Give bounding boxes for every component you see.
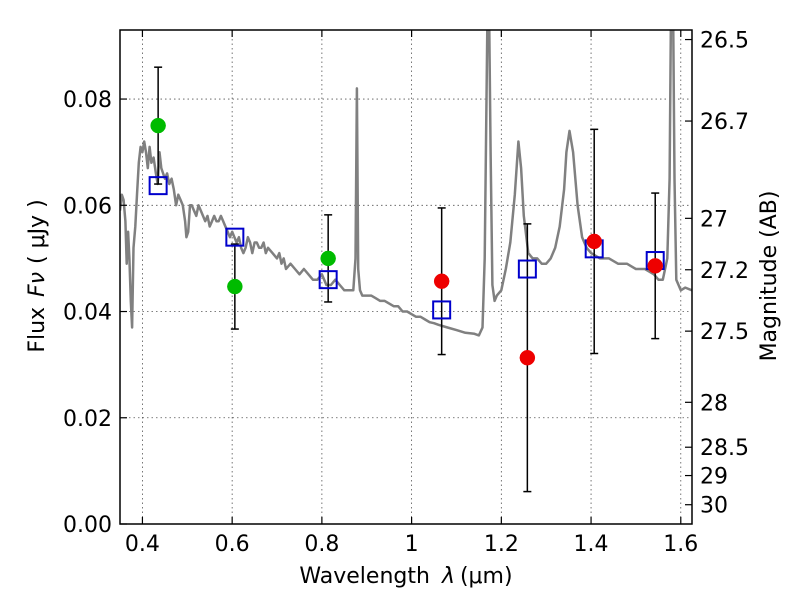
model-photometry-square [318,270,338,290]
observed-photometry-point [320,250,336,267]
x-tick-label: 0.6 [215,532,250,557]
x-tick-label: 0.4 [125,532,160,557]
x-tick-label: 1.4 [574,532,609,557]
y2-tick-label: 27 [700,207,728,232]
y2-tick-label: 28.5 [700,436,749,461]
spectrum-line [120,30,692,337]
x-tick-label: 1 [405,532,419,557]
y2-tick-label: 27.2 [700,259,749,284]
grid-lines [120,30,692,524]
x-tick-label: 1.2 [484,532,519,557]
observed-photometry-point [647,258,663,274]
y2-tick-label: 30 [700,494,728,519]
model-photometry-square [148,176,168,196]
x-tick-label: 1.6 [663,532,698,557]
y2-axis-title: Magnitude (AB) [757,191,782,362]
y2-tick-label: 26.7 [700,110,749,135]
y-tick-label: 0.08 [63,88,112,113]
observed-photometry-point [519,349,536,366]
model-photometry-square [517,259,537,279]
y2-tick-label: 26.5 [700,29,749,54]
observed-photometry-point [433,273,450,289]
data-markers [148,117,665,366]
model-photometry-square [225,227,245,247]
y2-tick-label: 29 [700,465,728,490]
x-axis-title: Wavelength λ (μm) [299,564,512,589]
y2-tick-label: 27.5 [700,320,749,345]
error-bars [154,66,660,493]
model-photometry-square [432,300,452,320]
observed-photometry-point [227,278,243,295]
y-axis-title: FluxFν( μJy ) [25,199,50,352]
model-spectrum [120,30,692,337]
y2-tick-label: 28 [700,391,728,416]
axes: 0.4 0.6 0.8 1 1.2 1.4 1.6 0.00 0.02 0.04 0.06 0.08 2… [63,29,749,557]
observed-photometry-point [586,233,602,250]
y-tick-label: 0.00 [63,513,112,538]
plot-frame [119,29,693,525]
y-tick-label: 0.02 [63,407,112,432]
y-tick-label: 0.04 [63,301,112,326]
y-tick-label: 0.06 [63,194,112,219]
observed-photometry-point [150,117,166,134]
x-tick-label: 0.8 [304,532,339,557]
